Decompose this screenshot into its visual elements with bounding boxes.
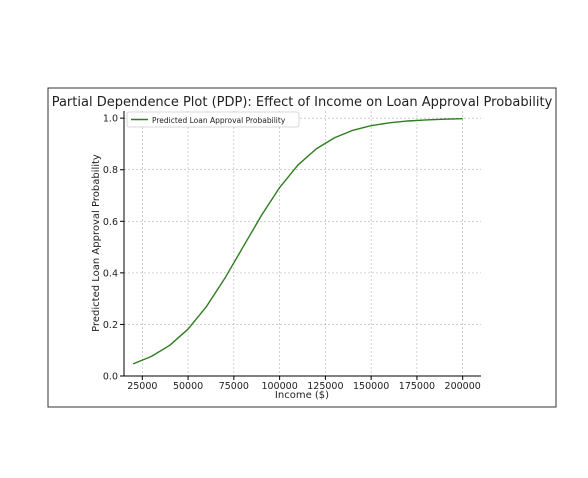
ticks: 25000 50000 75000 100000 125000 150000 175000 2…	[103, 114, 481, 392]
series-line	[132, 117, 463, 365]
x-tick-label: 150000	[353, 381, 389, 392]
x-tick-label: 75000	[219, 381, 249, 392]
y-tick-label: 0.2	[103, 320, 118, 331]
x-tick-label: 125000	[307, 381, 343, 392]
y-tick-label: 0.8	[103, 165, 118, 176]
legend-box	[126, 111, 300, 128]
grid	[124, 111, 481, 377]
legend-label: Predicted Loan Approval Probability	[152, 116, 286, 125]
axes	[123, 111, 481, 377]
x-tick-label: 25000	[127, 381, 157, 392]
x-tick-label: 50000	[173, 381, 203, 392]
y-tick-label: 0.4	[103, 268, 118, 279]
chart-title: Partial Dependence Plot (PDP): Effect of…	[52, 95, 553, 110]
x-tick-label: 100000	[261, 381, 297, 392]
series	[132, 117, 463, 365]
y-axis-label: Predicted Loan Approval Probability	[91, 154, 102, 332]
y-tick-label: 0.0	[103, 372, 118, 383]
x-tick-label: 200000	[445, 381, 481, 392]
x-axis-label: Income ($)	[275, 390, 329, 401]
y-tick-label: 0.6	[103, 217, 118, 228]
x-tick-label: 175000	[399, 381, 435, 392]
y-tick-label: 1.0	[103, 114, 118, 125]
figure-frame	[47, 87, 557, 408]
legend: Predicted Loan Approval Probability	[126, 111, 300, 128]
